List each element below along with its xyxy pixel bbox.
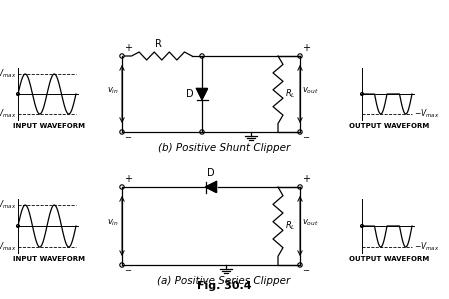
- Text: $-V_{max}$: $-V_{max}$: [414, 241, 439, 253]
- Text: (b) Positive Shunt Clipper: (b) Positive Shunt Clipper: [158, 143, 290, 153]
- Text: $-V_{max}$: $-V_{max}$: [0, 241, 16, 253]
- Circle shape: [17, 225, 19, 228]
- Circle shape: [361, 225, 364, 228]
- Text: $v_{out}$: $v_{out}$: [302, 218, 319, 228]
- Text: $v_{in}$: $v_{in}$: [107, 218, 119, 228]
- Circle shape: [120, 54, 124, 58]
- Circle shape: [298, 185, 302, 189]
- Circle shape: [298, 263, 302, 267]
- Text: +: +: [302, 174, 310, 184]
- Text: OUTPUT WAVEFORM: OUTPUT WAVEFORM: [349, 123, 429, 129]
- Text: +: +: [124, 174, 132, 184]
- Circle shape: [17, 92, 19, 95]
- Polygon shape: [197, 89, 207, 100]
- Text: INPUT WAVEFORM: INPUT WAVEFORM: [13, 256, 85, 262]
- Text: −: −: [124, 266, 131, 275]
- Text: $v_{out}$: $v_{out}$: [302, 86, 319, 96]
- Text: $R_L$: $R_L$: [285, 88, 296, 100]
- Text: R: R: [154, 39, 162, 49]
- Text: +: +: [302, 43, 310, 53]
- Text: $-V_{max}$: $-V_{max}$: [0, 108, 16, 120]
- Circle shape: [120, 263, 124, 267]
- Text: Fig. 30.4: Fig. 30.4: [197, 281, 251, 291]
- Circle shape: [361, 92, 364, 95]
- Text: OUTPUT WAVEFORM: OUTPUT WAVEFORM: [349, 256, 429, 262]
- Polygon shape: [206, 181, 216, 193]
- Text: D: D: [207, 167, 215, 178]
- Circle shape: [298, 130, 302, 134]
- Text: −: −: [124, 133, 131, 142]
- Text: $v_{in}$: $v_{in}$: [107, 86, 119, 96]
- Circle shape: [200, 130, 204, 134]
- Text: +: +: [124, 43, 132, 53]
- Text: $+V_{max}$: $+V_{max}$: [0, 68, 16, 80]
- Circle shape: [200, 54, 204, 58]
- Text: (a) Positive Series Clipper: (a) Positive Series Clipper: [158, 276, 291, 286]
- Text: $+V_{max}$: $+V_{max}$: [0, 199, 16, 211]
- Circle shape: [298, 54, 302, 58]
- Text: $R_L$: $R_L$: [285, 220, 296, 232]
- Text: −: −: [302, 266, 309, 275]
- Text: −: −: [302, 133, 309, 142]
- Circle shape: [120, 185, 124, 189]
- Text: $-V_{max}$: $-V_{max}$: [414, 108, 439, 120]
- Text: INPUT WAVEFORM: INPUT WAVEFORM: [13, 123, 85, 129]
- Text: D: D: [186, 89, 194, 99]
- Circle shape: [120, 130, 124, 134]
